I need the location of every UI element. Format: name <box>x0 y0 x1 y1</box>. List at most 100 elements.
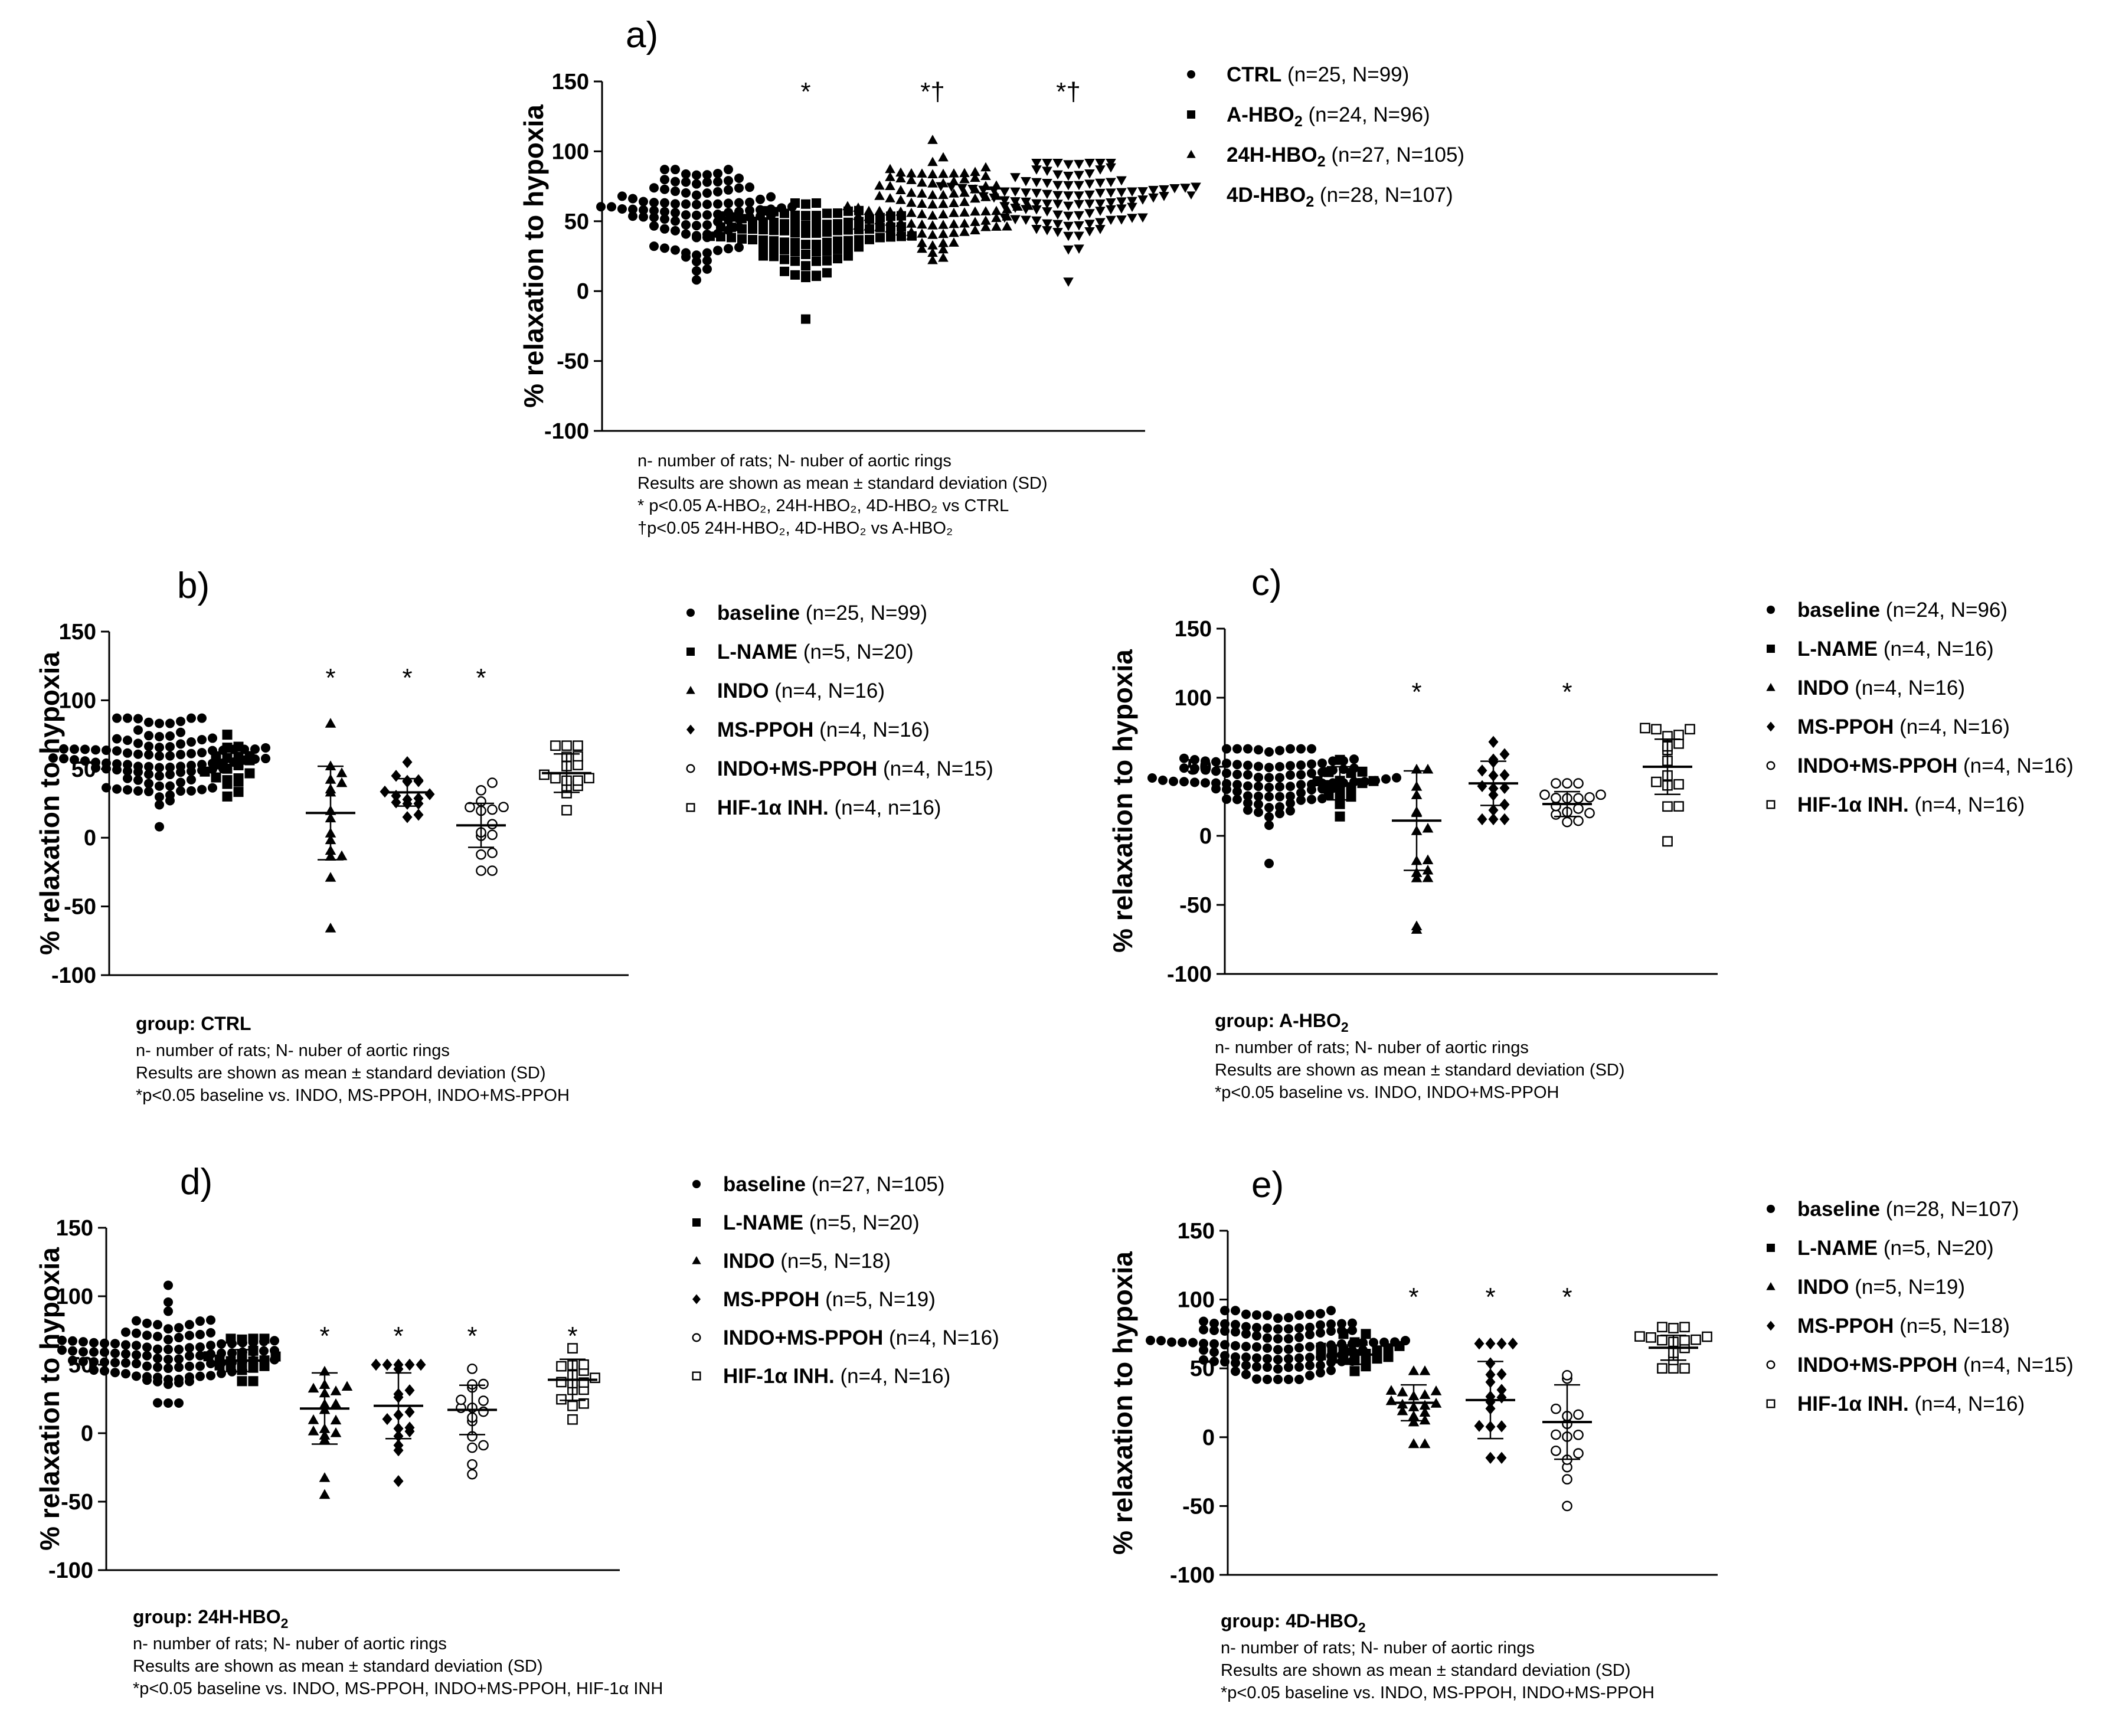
data-point <box>208 783 217 793</box>
footnote: Results are shown as mean ± standard dev… <box>1221 1661 1631 1680</box>
data-point <box>1158 775 1168 785</box>
data-point <box>724 165 733 175</box>
significance-marker: *† <box>1056 77 1081 106</box>
data-point <box>1294 1374 1304 1384</box>
data-point <box>233 751 244 762</box>
data-point <box>112 713 122 723</box>
data-point <box>980 215 991 225</box>
data-point <box>949 218 959 228</box>
data-point <box>1474 1338 1485 1350</box>
data-point <box>270 1351 281 1362</box>
data-point <box>1368 776 1379 786</box>
data-point <box>853 210 864 220</box>
data-point <box>1252 1331 1261 1341</box>
data-point <box>1551 809 1561 820</box>
footnote: n- number of rats; N- nuber of aortic ri… <box>1221 1639 1535 1657</box>
data-point <box>1254 807 1263 818</box>
data-point <box>660 207 669 217</box>
data-point <box>812 228 821 238</box>
data-point <box>1243 770 1253 780</box>
data-point <box>1084 200 1095 209</box>
data-point <box>1662 801 1673 812</box>
data-point <box>1657 1363 1667 1374</box>
data-point <box>692 170 701 180</box>
panel-letter: a) <box>626 15 658 55</box>
legend-label: 24H-HBO2 (n=27, N=105) <box>1227 143 1464 170</box>
data-point <box>1148 193 1159 203</box>
data-point <box>790 198 800 208</box>
data-point <box>1296 795 1306 805</box>
data-point <box>1002 221 1012 231</box>
data-point <box>917 198 927 208</box>
data-point <box>1634 1331 1645 1342</box>
data-point <box>155 718 164 728</box>
data-point <box>758 225 768 235</box>
series-3: * <box>380 663 435 823</box>
data-point <box>1419 1407 1431 1417</box>
data-point <box>197 748 207 758</box>
data-point <box>1179 777 1189 787</box>
data-point <box>1209 1319 1219 1329</box>
data-point <box>1252 1374 1261 1384</box>
data-point <box>660 214 669 224</box>
data-point <box>1190 755 1199 765</box>
data-point <box>68 1346 77 1356</box>
data-point <box>1323 767 1334 777</box>
data-point <box>692 221 701 231</box>
data-point <box>325 718 336 728</box>
data-point <box>176 761 185 771</box>
data-point <box>1232 786 1242 796</box>
legend-marker <box>1766 1281 1776 1290</box>
legend-label: INDO+MS-PPOH (n=4, N=16) <box>723 1326 999 1349</box>
data-point <box>133 749 143 759</box>
data-point <box>217 1339 226 1349</box>
data-point <box>1499 769 1510 782</box>
data-point <box>671 187 680 197</box>
significance-marker: * <box>1562 678 1572 707</box>
legend-label: L-NAME (n=5, N=20) <box>723 1211 920 1234</box>
data-point <box>1211 766 1221 776</box>
data-point <box>206 1328 215 1338</box>
data-point <box>187 737 196 747</box>
data-point <box>1063 160 1074 169</box>
data-point <box>1254 761 1263 771</box>
legend-marker <box>1766 1360 1776 1369</box>
data-point <box>1383 1343 1394 1354</box>
data-point <box>1042 189 1052 200</box>
data-point <box>596 202 606 212</box>
data-point <box>705 231 715 241</box>
data-point <box>248 1345 259 1356</box>
data-point <box>660 175 669 185</box>
data-point <box>917 208 927 218</box>
data-point <box>1305 1352 1315 1362</box>
y-axis-title: % relaxation to hypoxia <box>1107 649 1138 953</box>
data-point <box>1326 1365 1336 1375</box>
legend-marker <box>692 1371 701 1381</box>
data-point <box>487 848 498 858</box>
data-point <box>1241 1322 1251 1332</box>
data-point <box>1084 158 1095 168</box>
data-point <box>957 184 967 194</box>
data-point <box>144 741 153 751</box>
data-point <box>1284 1354 1293 1364</box>
data-point <box>1422 864 1434 875</box>
data-point <box>123 785 132 795</box>
series-2: * <box>306 663 355 933</box>
significance-marker: * <box>476 663 486 692</box>
data-point <box>1042 158 1052 168</box>
data-point <box>692 275 701 285</box>
data-point <box>1159 185 1169 195</box>
series-0 <box>1146 1306 1410 1384</box>
legend-label: MS-PPOH (n=5, N=18) <box>1797 1315 2010 1338</box>
data-point <box>1273 1345 1283 1355</box>
data-point <box>1232 760 1242 770</box>
data-point <box>917 219 927 229</box>
y-tick-label: 150 <box>56 1216 93 1241</box>
footnote: Results are shown as mean ± standard dev… <box>637 474 1048 493</box>
data-point <box>1317 758 1327 768</box>
data-point <box>391 796 401 809</box>
data-point <box>1084 169 1095 179</box>
legend-label: INDO+MS-PPOH (n=4, N=16) <box>1797 754 2074 777</box>
data-point <box>573 775 583 786</box>
data-point <box>1116 197 1127 207</box>
